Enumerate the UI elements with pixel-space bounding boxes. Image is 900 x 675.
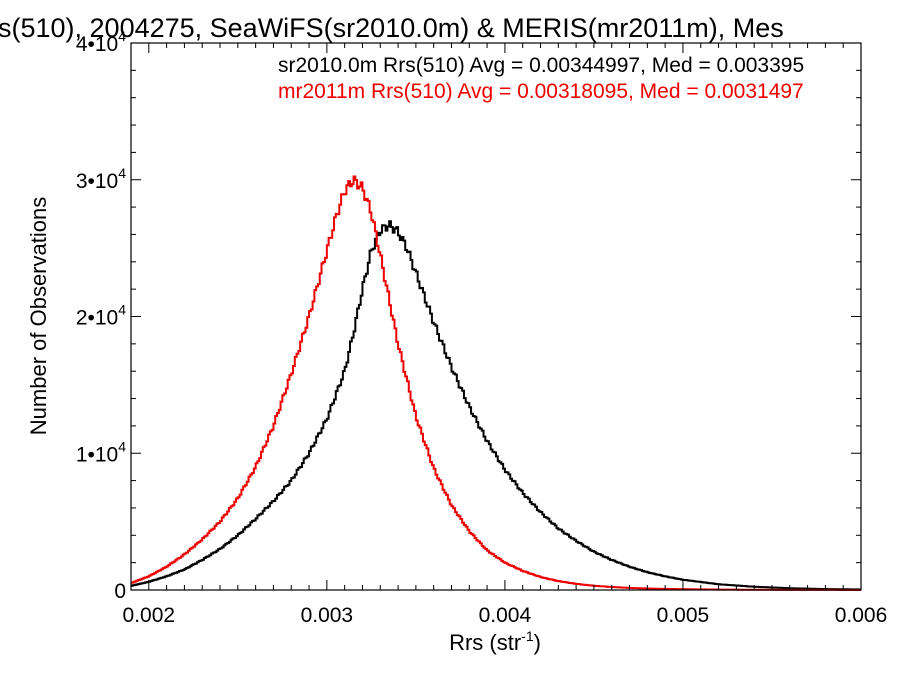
chart-title: s(510), 2004275, SeaWiFS(sr2010.0m) & ME… bbox=[0, 13, 784, 43]
x-tick-label-0: 0.002 bbox=[123, 604, 176, 627]
y-tick-label-2: 2•104 bbox=[76, 302, 126, 330]
series-layer bbox=[131, 175, 861, 591]
y-tick-label-3: 3•104 bbox=[76, 165, 126, 193]
plot-frame bbox=[130, 42, 862, 591]
series-line-2 bbox=[131, 175, 861, 591]
x-tick-label-2: 0.004 bbox=[479, 604, 532, 627]
x-axis: 0.002 0.003 0.004 0.005 0.006 bbox=[123, 43, 888, 627]
y-tick-label-1: 1•104 bbox=[76, 438, 126, 466]
y-tick-label-4: 4•104 bbox=[76, 28, 126, 56]
y-axis: 0 1•104 2•104 3•104 4•104 bbox=[76, 28, 861, 603]
x-axis-label: Rrs (str-1) bbox=[449, 628, 541, 655]
x-tick-label-4: 0.006 bbox=[835, 604, 888, 627]
legend: sr2010.0m Rrs(510) Avg = 0.00344997, Med… bbox=[278, 54, 804, 103]
x-tick-label-3: 0.005 bbox=[657, 604, 710, 627]
legend-entry-1: sr2010.0m Rrs(510) Avg = 0.00344997, Med… bbox=[278, 54, 804, 77]
y-axis-label: Number of Observations bbox=[26, 197, 51, 435]
series-line-1 bbox=[131, 220, 861, 591]
x-tick-label-1: 0.003 bbox=[301, 604, 354, 627]
legend-entry-2: mr2011m Rrs(510) Avg = 0.00318095, Med =… bbox=[278, 80, 804, 103]
y-tick-label-0: 0 bbox=[114, 580, 126, 603]
